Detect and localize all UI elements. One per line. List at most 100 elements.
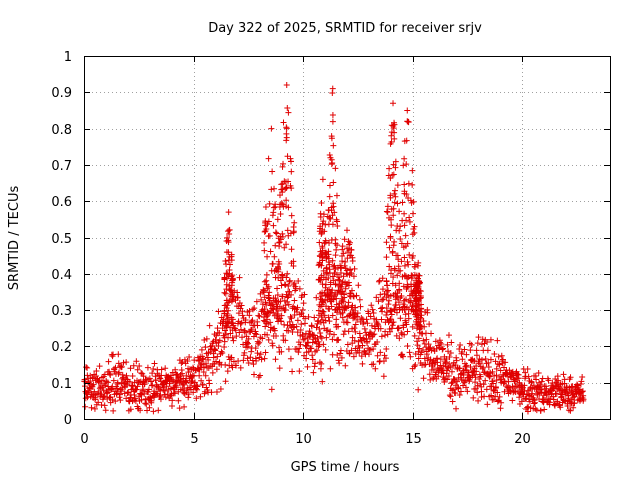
- data-point: [293, 323, 300, 330]
- data-point: [134, 366, 141, 373]
- data-point: [416, 321, 423, 328]
- data-point: [321, 312, 328, 319]
- data-point: [340, 273, 347, 280]
- data-point: [339, 258, 346, 265]
- data-point: [401, 138, 408, 145]
- data-point: [367, 313, 374, 320]
- data-point: [329, 312, 336, 319]
- data-point: [315, 317, 322, 324]
- data-point: [229, 272, 236, 279]
- data-point: [198, 377, 205, 384]
- data-point: [311, 332, 318, 339]
- data-point: [347, 290, 354, 297]
- data-point: [332, 252, 339, 259]
- data-point: [317, 213, 324, 220]
- data-point: [263, 301, 270, 308]
- data-point: [373, 294, 380, 301]
- data-point: [316, 341, 323, 348]
- data-point: [331, 209, 338, 216]
- data-point: [415, 259, 422, 266]
- data-point: [318, 313, 325, 320]
- data-point: [252, 328, 259, 335]
- data-point: [294, 329, 301, 336]
- data-point: [91, 405, 98, 412]
- data-point: [298, 310, 305, 317]
- y-tick-label: 0.8: [51, 123, 72, 138]
- data-point: [229, 293, 236, 300]
- data-point: [329, 257, 336, 264]
- data-point: [407, 353, 414, 360]
- y-tick-label: 0.9: [51, 86, 72, 101]
- data-point: [571, 393, 578, 400]
- data-point: [441, 379, 448, 386]
- data-point: [331, 331, 338, 338]
- data-point: [100, 394, 107, 401]
- data-point: [288, 168, 295, 175]
- data-point: [374, 352, 381, 359]
- data-point: [190, 364, 197, 371]
- data-point: [247, 354, 254, 361]
- data-point: [433, 345, 440, 352]
- data-point: [235, 310, 242, 317]
- data-point: [276, 192, 283, 199]
- data-point: [288, 212, 295, 219]
- data-point: [100, 387, 107, 394]
- data-point: [424, 309, 431, 316]
- data-point: [444, 376, 451, 383]
- axis-ticks: [84, 56, 610, 420]
- data-point: [320, 218, 327, 225]
- data-point: [353, 292, 360, 299]
- data-point: [256, 339, 263, 346]
- data-point: [273, 230, 280, 237]
- data-point: [313, 347, 320, 354]
- data-point: [171, 390, 178, 397]
- data-point: [83, 364, 90, 371]
- data-point: [400, 162, 407, 169]
- data-point: [157, 396, 164, 403]
- data-point: [401, 297, 408, 304]
- data-point: [415, 355, 422, 362]
- data-point: [168, 372, 175, 379]
- data-point: [202, 360, 209, 367]
- data-point: [288, 158, 295, 165]
- data-point: [222, 257, 229, 264]
- data-point: [364, 320, 371, 327]
- data-point: [194, 383, 201, 390]
- data-point: [369, 331, 376, 338]
- grid-lines: [84, 56, 610, 419]
- data-point: [328, 135, 335, 142]
- data-point: [318, 230, 325, 237]
- y-tick-label: 0.1: [51, 377, 72, 392]
- data-point: [411, 229, 418, 236]
- data-point: [186, 353, 193, 360]
- data-point: [409, 181, 416, 188]
- data-point: [265, 155, 272, 162]
- data-point: [244, 339, 251, 346]
- data-point: [473, 363, 480, 370]
- data-point: [345, 328, 352, 335]
- data-point: [390, 171, 397, 178]
- data-point: [261, 228, 268, 235]
- data-point: [485, 359, 492, 366]
- data-point: [105, 358, 112, 365]
- data-point: [114, 385, 121, 392]
- data-point: [384, 209, 391, 216]
- data-point: [173, 371, 180, 378]
- data-point: [284, 153, 291, 160]
- data-point: [283, 82, 290, 89]
- data-point: [285, 283, 292, 290]
- data-point: [395, 263, 402, 270]
- data-point: [224, 302, 231, 309]
- data-point: [525, 373, 532, 380]
- data-point: [401, 331, 408, 338]
- data-point: [404, 258, 411, 265]
- data-point: [467, 347, 474, 354]
- data-point: [115, 370, 122, 377]
- data-point: [211, 346, 218, 353]
- data-point: [279, 293, 286, 300]
- data-point: [530, 382, 537, 389]
- data-point: [368, 302, 375, 309]
- data-point: [391, 190, 398, 197]
- data-point: [282, 337, 289, 344]
- x-tick-label: 10: [295, 432, 312, 447]
